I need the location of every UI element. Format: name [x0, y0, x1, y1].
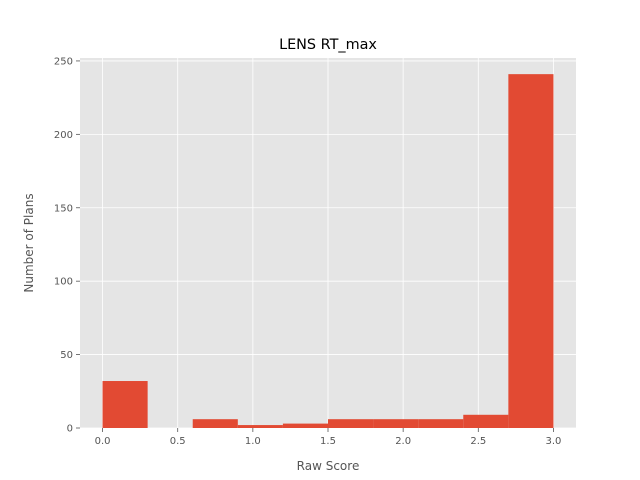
x-axis-ticks: 0.0 0.5 1.0 1.5 2.0 2.5 3.0 [95, 428, 562, 447]
x-tick-label: 1.0 [245, 436, 261, 447]
x-tick-label: 0.0 [95, 436, 111, 447]
histogram-bar [463, 414, 509, 428]
y-tick-label: 150 [54, 203, 73, 214]
histogram-bar [508, 74, 554, 429]
x-axis-label: Raw Score [297, 459, 360, 473]
y-tick-label: 250 [54, 56, 73, 67]
chart-title: LENS RT_max [279, 37, 377, 53]
histogram-bar [282, 423, 328, 428]
histogram-bars [102, 74, 554, 429]
x-tick-label: 2.0 [395, 436, 411, 447]
histogram-bar [237, 425, 283, 428]
histogram-bar [373, 419, 419, 428]
x-tick-label: 0.5 [170, 436, 186, 447]
histogram-bar [418, 419, 464, 428]
y-tick-label: 0 [67, 424, 73, 435]
x-tick-label: 3.0 [546, 436, 562, 447]
y-axis-label: Number of Plans [22, 193, 36, 292]
x-tick-label: 1.5 [320, 436, 336, 447]
y-axis-ticks: 0 50 100 150 200 250 [54, 56, 80, 435]
histogram-bar [328, 419, 374, 428]
histogram-bar [102, 381, 148, 428]
grid-lines [80, 58, 576, 429]
x-tick-label: 2.5 [470, 436, 486, 447]
histogram-bar [192, 419, 238, 428]
y-tick-label: 200 [54, 130, 73, 141]
y-tick-label: 50 [60, 350, 73, 361]
y-tick-label: 100 [54, 277, 73, 288]
